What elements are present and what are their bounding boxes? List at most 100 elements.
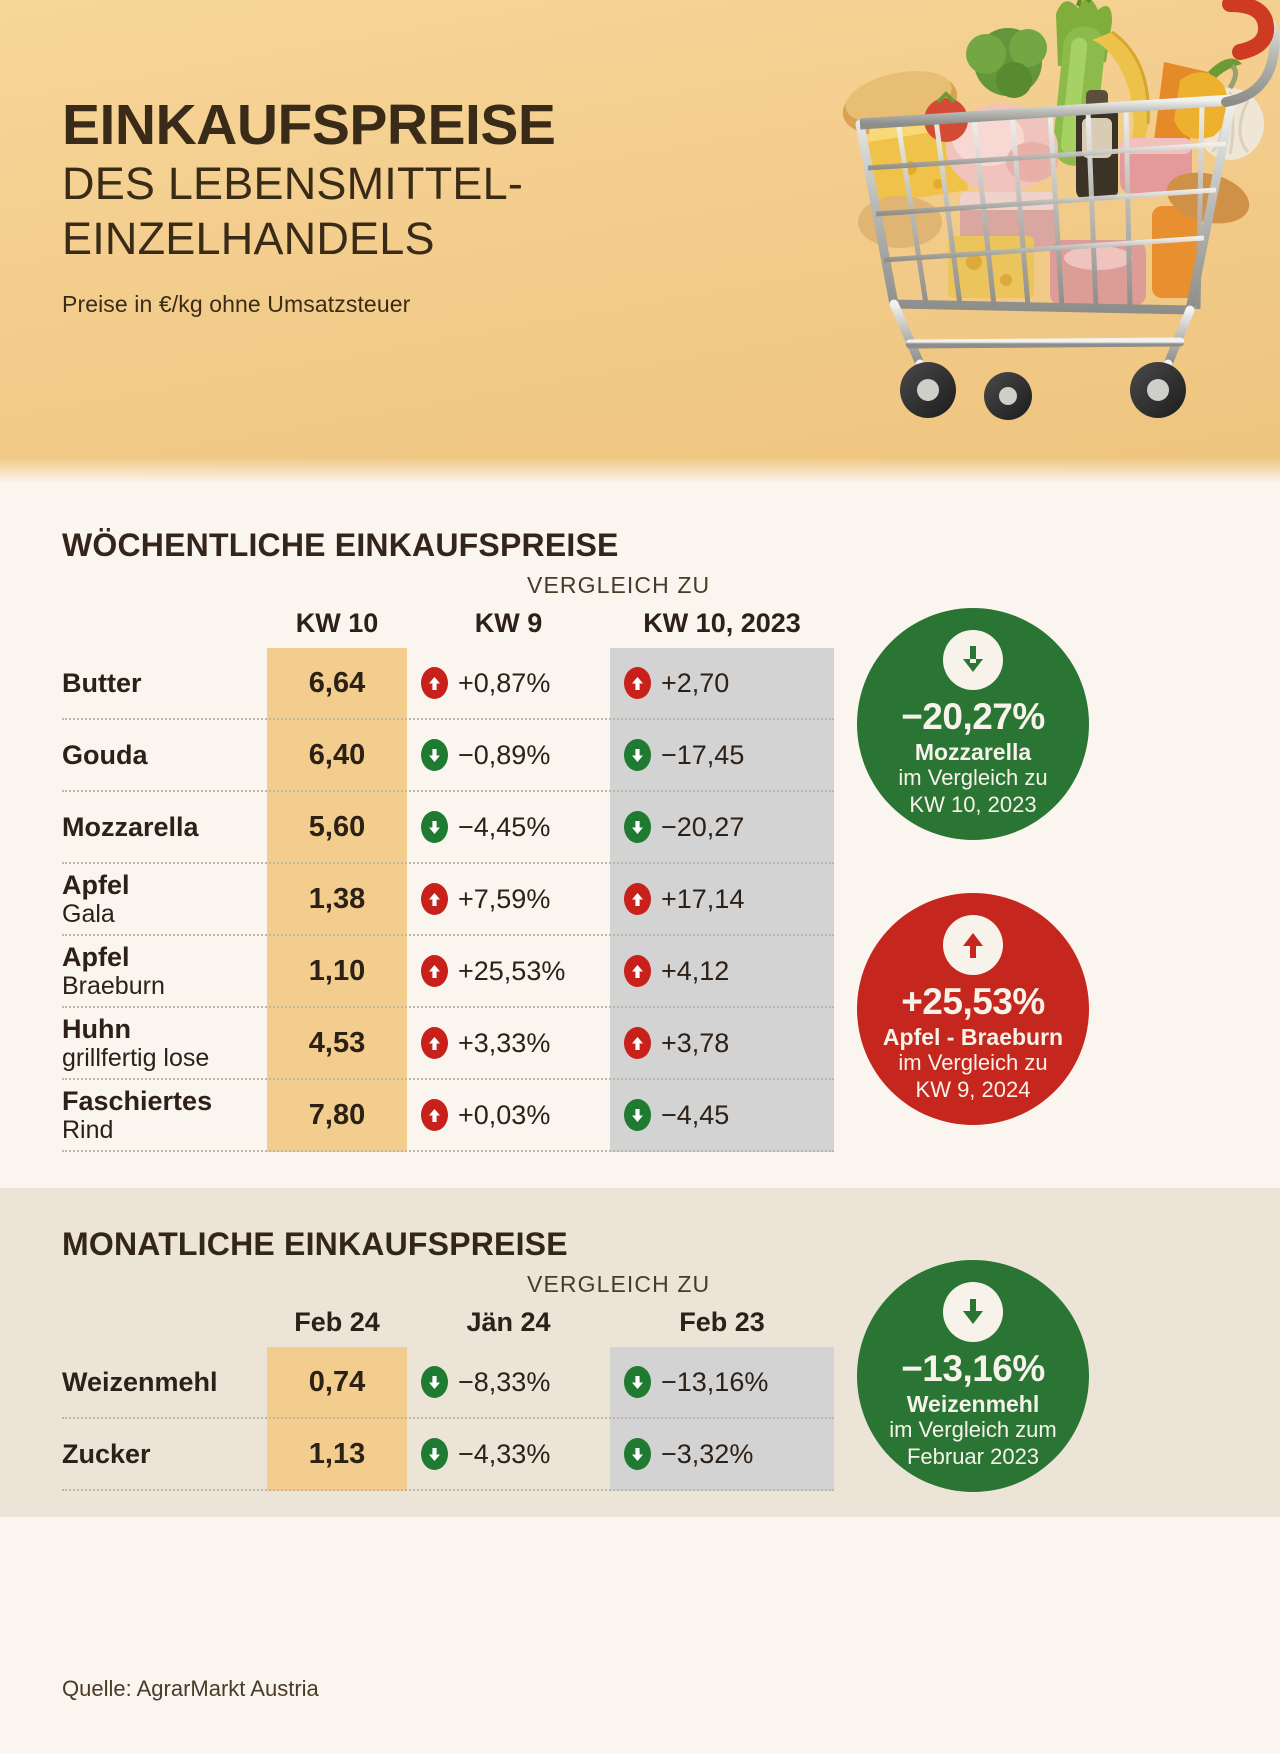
change-value: −20,27 bbox=[661, 811, 745, 842]
badge-percent: +25,53% bbox=[901, 980, 1045, 1022]
product-cell: Gouda bbox=[62, 740, 267, 770]
price-cell: 1,38 bbox=[267, 883, 407, 916]
change-value: +17,14 bbox=[661, 883, 745, 914]
arrow-up-icon bbox=[624, 1027, 651, 1059]
monthly-col-value: Feb 24 bbox=[294, 1307, 380, 1337]
table-row: Weizenmehl 0,74 −8,33% −13,16% bbox=[62, 1347, 834, 1419]
change-cell-year: +2,70 bbox=[610, 667, 834, 699]
page-subtitle-line2: EINZELHANDELS bbox=[62, 212, 435, 264]
product-name: Faschiertes bbox=[62, 1085, 213, 1116]
change-value: −0,89% bbox=[458, 739, 551, 770]
monthly-vergleich-label: VERGLEICH ZU bbox=[527, 1271, 711, 1297]
weekly-table-header: VERGLEICH ZU KW 10 KW 9 KW 10, 2023 bbox=[62, 572, 834, 648]
product-cell: Faschiertes Rind bbox=[62, 1086, 267, 1145]
badge-product: Mozzarella bbox=[914, 738, 1032, 765]
table-row: Apfel Gala 1,38 +7,59% +17,14 bbox=[62, 864, 834, 936]
change-value: −8,33% bbox=[458, 1366, 551, 1397]
change-cell-previous: +3,33% bbox=[407, 1027, 610, 1059]
source-note: Quelle: AgrarMarkt Austria bbox=[62, 1676, 319, 1701]
price-value: 4,53 bbox=[308, 1026, 366, 1059]
product-name: Huhn bbox=[62, 1013, 131, 1044]
change-cell-previous: +0,87% bbox=[407, 667, 610, 699]
monthly-table-header: VERGLEICH ZU Feb 24 Jän 24 Feb 23 bbox=[62, 1271, 834, 1347]
change-value: +25,53% bbox=[458, 955, 566, 986]
weekly-section: WÖCHENTLICHE EINKAUFSPREISE VERGLEICH ZU… bbox=[0, 483, 1280, 1170]
arrow-up-icon bbox=[624, 667, 651, 699]
table-row: Gouda 6,40 −0,89% −17,45 bbox=[62, 720, 834, 792]
product-name: Mozzarella bbox=[62, 811, 199, 842]
change-value: +2,70 bbox=[661, 667, 730, 698]
product-name: Gouda bbox=[62, 739, 148, 770]
weekly-col-cmp2: KW 10, 2023 bbox=[643, 608, 801, 638]
price-cell: 4,53 bbox=[267, 1027, 407, 1060]
arrow-down-icon bbox=[421, 739, 448, 771]
header-fade bbox=[0, 441, 1280, 483]
change-value: −17,45 bbox=[661, 739, 745, 770]
arrow-down-icon bbox=[421, 1366, 448, 1398]
change-value: +3,78 bbox=[661, 1027, 730, 1058]
arrow-up-icon bbox=[421, 667, 448, 699]
change-cell-year: −4,45 bbox=[610, 1099, 834, 1131]
product-cell: Huhn grillfertig lose bbox=[62, 1014, 267, 1073]
product-cell: Butter bbox=[62, 668, 267, 698]
product-name: Zucker bbox=[62, 1438, 151, 1469]
footer-section bbox=[0, 1517, 1280, 1637]
badge-percent: −20,27% bbox=[901, 695, 1045, 737]
product-cell: Zucker bbox=[62, 1439, 267, 1469]
price-cell: 7,80 bbox=[267, 1099, 407, 1132]
change-value: +4,12 bbox=[661, 955, 730, 986]
change-cell-year: +4,12 bbox=[610, 955, 834, 987]
highlight-badge-braeburn: +25,53% Apfel - Braeburn im Vergleich zu… bbox=[857, 893, 1089, 1125]
price-value: 0,74 bbox=[308, 1365, 366, 1398]
product-cell: Apfel Gala bbox=[62, 870, 267, 929]
monthly-col-cmp2: Feb 23 bbox=[679, 1307, 765, 1337]
price-value: 5,60 bbox=[308, 810, 366, 843]
badge-product: Apfel - Braeburn bbox=[882, 1023, 1064, 1050]
badge-note-line1: im Vergleich zu bbox=[898, 765, 1048, 791]
arrow-up-icon bbox=[624, 883, 651, 915]
table-row: Zucker 1,13 −4,33% −3,32% bbox=[62, 1419, 834, 1491]
change-cell-previous: −4,33% bbox=[407, 1438, 610, 1470]
table-row: Mozzarella 5,60 −4,45% −20,27 bbox=[62, 792, 834, 864]
header-text-block: EINKAUFSPREISE DES LEBENSMITTEL- EINZELH… bbox=[62, 95, 762, 318]
change-cell-previous: −8,33% bbox=[407, 1366, 610, 1398]
product-name: Apfel bbox=[62, 941, 130, 972]
badge-note-line2: KW 10, 2023 bbox=[909, 791, 1037, 817]
table-row: Faschiertes Rind 7,80 +0,03% −4,45 bbox=[62, 1080, 834, 1152]
change-value: −3,32% bbox=[661, 1438, 754, 1469]
table-row: Butter 6,64 +0,87% +2,70 bbox=[62, 648, 834, 720]
arrow-down-icon bbox=[624, 1366, 651, 1398]
weekly-section-title: WÖCHENTLICHE EINKAUFSPREISE bbox=[62, 527, 619, 563]
badge-note-line2: Februar 2023 bbox=[906, 1443, 1040, 1469]
arrow-down-icon bbox=[624, 739, 651, 771]
product-name: Weizenmehl bbox=[62, 1366, 218, 1397]
price-value: 7,80 bbox=[308, 1098, 366, 1131]
arrow-down-icon bbox=[624, 1099, 651, 1131]
change-cell-previous: −0,89% bbox=[407, 739, 610, 771]
change-cell-previous: +7,59% bbox=[407, 883, 610, 915]
price-cell: 0,74 bbox=[267, 1366, 407, 1399]
arrow-down-icon bbox=[624, 1438, 651, 1470]
change-cell-year: −20,27 bbox=[610, 811, 834, 843]
arrow-up-icon bbox=[421, 1027, 448, 1059]
product-variety: Braeburn bbox=[62, 971, 165, 1000]
change-value: −13,16% bbox=[661, 1366, 769, 1397]
weekly-col-cmp1: KW 9 bbox=[474, 608, 543, 638]
arrow-up-icon bbox=[421, 955, 448, 987]
change-cell-year: +17,14 bbox=[610, 883, 834, 915]
badge-product: Weizenmehl bbox=[906, 1390, 1040, 1417]
price-cell: 1,13 bbox=[267, 1438, 407, 1471]
change-value: +3,33% bbox=[458, 1027, 551, 1058]
change-cell-previous: +0,03% bbox=[407, 1099, 610, 1131]
change-cell-previous: +25,53% bbox=[407, 955, 610, 987]
header-banner: EINKAUFSPREISE DES LEBENSMITTEL- EINZELH… bbox=[0, 0, 1280, 483]
change-value: −4,33% bbox=[458, 1438, 551, 1469]
change-value: +0,87% bbox=[458, 667, 551, 698]
product-name: Apfel bbox=[62, 869, 130, 900]
arrow-down-icon bbox=[421, 1438, 448, 1470]
badge-note-line1: im Vergleich zum bbox=[889, 1417, 1057, 1443]
shopping-cart-illustration bbox=[760, 0, 1280, 432]
weekly-vergleich-label: VERGLEICH ZU bbox=[527, 572, 711, 598]
monthly-value-band bbox=[267, 1347, 407, 1491]
